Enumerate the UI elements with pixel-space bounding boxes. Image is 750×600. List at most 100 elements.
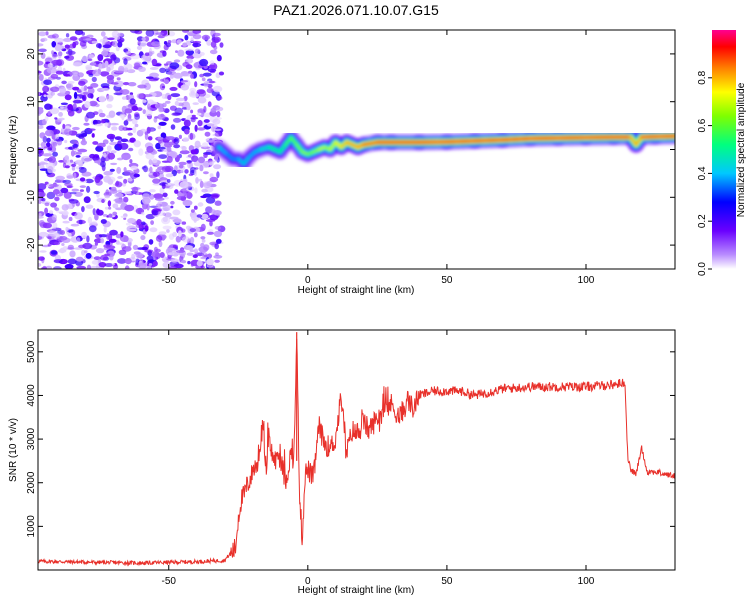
noise-blob bbox=[182, 30, 190, 33]
noise-blob bbox=[62, 210, 69, 216]
noise-blob bbox=[71, 163, 77, 167]
noise-blob bbox=[85, 252, 92, 259]
noise-blob bbox=[172, 231, 178, 238]
noise-blob bbox=[165, 173, 174, 178]
noise-blob bbox=[88, 54, 95, 59]
noise-blob bbox=[77, 72, 84, 78]
noise-blob bbox=[64, 165, 70, 169]
noise-blob bbox=[127, 113, 132, 121]
spectrogram-x-axis: -50 0 50 100 bbox=[162, 30, 595, 286]
noise-blob bbox=[112, 203, 119, 209]
noise-blob bbox=[64, 139, 68, 144]
noise-blob bbox=[171, 112, 181, 117]
noise-blob bbox=[176, 249, 186, 253]
snr-y-axis: 1000 2000 3000 4000 5000 bbox=[26, 340, 675, 537]
noise-blob bbox=[88, 40, 92, 44]
noise-blob bbox=[192, 254, 198, 259]
spectrogram-panel: -50 0 50 100 -20 -10 0 10 20 Height of straight… bbox=[8, 29, 676, 296]
noise-blob bbox=[197, 127, 206, 131]
noise-blob bbox=[72, 143, 79, 148]
ridge-segment bbox=[226, 153, 234, 161]
noise-blob bbox=[158, 231, 167, 236]
x-tick-label: -50 bbox=[162, 576, 177, 587]
noise-blob bbox=[184, 128, 190, 135]
noise-blob bbox=[200, 213, 209, 220]
noise-blob bbox=[142, 94, 153, 98]
noise-blob bbox=[208, 64, 216, 69]
noise-blob bbox=[177, 230, 182, 238]
noise-blob bbox=[213, 164, 222, 170]
noise-blob bbox=[95, 248, 105, 254]
noise-blob bbox=[157, 125, 162, 130]
noise-blob bbox=[52, 189, 60, 195]
colorbar-gradient bbox=[712, 30, 736, 269]
noise-blob bbox=[69, 159, 74, 163]
noise-blob bbox=[108, 238, 117, 243]
noise-blob bbox=[206, 231, 214, 235]
noise-blob bbox=[178, 161, 187, 166]
noise-blob bbox=[129, 98, 136, 105]
noise-blob bbox=[44, 103, 52, 110]
noise-blob bbox=[169, 248, 177, 252]
ridge-segment bbox=[351, 143, 359, 149]
noise-blob bbox=[144, 52, 150, 57]
noise-blob bbox=[189, 92, 200, 98]
ridge-segment bbox=[242, 155, 251, 165]
noise-blob bbox=[48, 210, 54, 215]
noise-blob bbox=[218, 71, 225, 76]
noise-blob bbox=[205, 196, 216, 204]
noise-blob bbox=[122, 126, 129, 131]
noise-blob bbox=[186, 252, 194, 256]
noise-blob bbox=[173, 218, 182, 225]
y-tick-label: 5000 bbox=[26, 340, 37, 363]
noise-blob bbox=[209, 176, 219, 183]
noise-blob bbox=[162, 225, 172, 230]
noise-blob bbox=[181, 260, 187, 264]
noise-blob bbox=[190, 209, 195, 213]
noise-blob bbox=[43, 94, 47, 98]
noise-blob bbox=[127, 82, 137, 87]
noise-blob bbox=[117, 189, 123, 194]
noise-blob bbox=[157, 114, 166, 120]
noise-blob bbox=[215, 238, 222, 244]
noise-blob bbox=[123, 191, 132, 194]
noise-blob bbox=[149, 227, 158, 233]
noise-blob bbox=[175, 50, 178, 53]
noise-blob bbox=[189, 228, 196, 233]
noise-blob bbox=[186, 104, 191, 111]
noise-blob bbox=[201, 188, 208, 193]
noise-blob bbox=[181, 221, 187, 225]
ridge-segment bbox=[248, 150, 256, 158]
noise-blob bbox=[120, 231, 124, 238]
noise-blob bbox=[153, 171, 160, 177]
noise-blob bbox=[87, 58, 93, 62]
noise-blob bbox=[202, 161, 210, 169]
noise-blob bbox=[200, 195, 208, 199]
noise-blob bbox=[149, 189, 156, 193]
noise-blob bbox=[152, 261, 158, 267]
noise-blob bbox=[155, 168, 162, 173]
noise-blob bbox=[103, 175, 112, 183]
ridge-segment bbox=[340, 141, 348, 149]
noise-blob bbox=[140, 128, 147, 133]
ridge-segment bbox=[279, 143, 287, 153]
noise-blob bbox=[103, 152, 107, 158]
noise-blob bbox=[127, 217, 136, 224]
noise-blob bbox=[197, 202, 204, 207]
noise-blob bbox=[61, 80, 67, 85]
noise-blob bbox=[202, 72, 212, 77]
noise-blob bbox=[78, 80, 86, 86]
noise-blob bbox=[162, 204, 171, 212]
noise-blob bbox=[148, 159, 153, 166]
noise-blob bbox=[141, 197, 151, 205]
noise-blob bbox=[153, 246, 158, 253]
noise-blob bbox=[44, 115, 49, 122]
noise-blob bbox=[206, 258, 214, 266]
noise-blob bbox=[79, 185, 87, 189]
noise-blob bbox=[131, 118, 138, 125]
noise-blob bbox=[161, 165, 171, 173]
noise-blob bbox=[62, 179, 71, 184]
noise-blob bbox=[172, 209, 181, 216]
noise-blob bbox=[197, 96, 207, 104]
noise-blob bbox=[74, 30, 84, 36]
